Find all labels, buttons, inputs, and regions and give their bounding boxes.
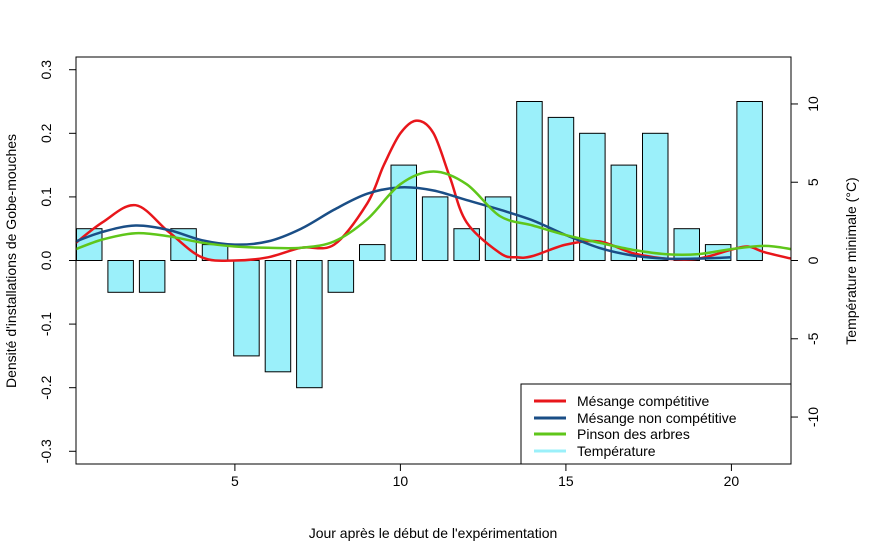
legend: Mésange compétitive Mésange non compétit… (520, 383, 792, 465)
y-left-tick-label--0.2: -0.2 (38, 375, 54, 399)
y-axis-left: -0.3 -0.2 -0.1 0.0 0.1 0.2 0.3 (38, 60, 76, 463)
y-axis-right-title: Température minimale (°C) (843, 177, 859, 344)
bar-16 (547, 116, 575, 262)
bar-22 (736, 101, 763, 261)
bar-3 (138, 260, 166, 293)
bar-18 (610, 164, 638, 262)
bar-12 (421, 196, 449, 261)
y-left-tick-label-0.0: 0.0 (38, 251, 54, 271)
y-axis-right: -10 -5 0 5 10 (791, 96, 821, 427)
x-axis: 5 10 15 20 (231, 464, 739, 489)
y-right-tick-label-10: 10 (805, 96, 821, 112)
y-right-tick-label--10: -10 (805, 407, 821, 427)
y-left-tick-label-0.3: 0.3 (38, 60, 54, 80)
bar-10 (359, 244, 386, 262)
legend-label-temperature: Température (577, 443, 656, 459)
line-mesange-non-competitive (75, 186, 732, 261)
bar-15 (516, 101, 543, 261)
bar-11 (390, 164, 417, 262)
bar-2 (107, 260, 134, 293)
y-left-tick-label--0.1: -0.1 (38, 312, 54, 336)
y-left-tick-label-0.1: 0.1 (38, 187, 54, 207)
bar-6 (233, 260, 260, 357)
y-left-tick-label--0.3: -0.3 (38, 439, 54, 463)
legend-label-pinson: Pinson des arbres (577, 426, 690, 442)
bar-9 (327, 260, 355, 293)
y-axis-left-title: Densité d'installations de Gobe-mouches (3, 134, 19, 388)
x-tick-label-15: 15 (558, 473, 574, 489)
x-tick-label-20: 20 (724, 473, 740, 489)
bar-19 (642, 132, 669, 261)
legend-label-mesange-competitive: Mésange compétitive (577, 393, 710, 409)
lines-layer (75, 119, 792, 263)
y-left-tick-label-0.2: 0.2 (38, 123, 54, 143)
x-tick-label-10: 10 (393, 473, 409, 489)
legend-label-mesange-non-competitive: Mésange non compétitive (577, 410, 737, 426)
line-pinson (75, 170, 792, 256)
bar-8 (296, 260, 323, 389)
x-axis-title: Jour après le début de l'expérimentation (309, 525, 558, 541)
y-right-tick-label--5: -5 (805, 332, 821, 345)
bar-7 (264, 260, 292, 373)
x-tick-label-5: 5 (231, 473, 239, 489)
y-right-tick-label-0: 0 (805, 256, 821, 264)
y-right-tick-label-5: 5 (805, 178, 821, 186)
bars-layer (76, 101, 763, 389)
